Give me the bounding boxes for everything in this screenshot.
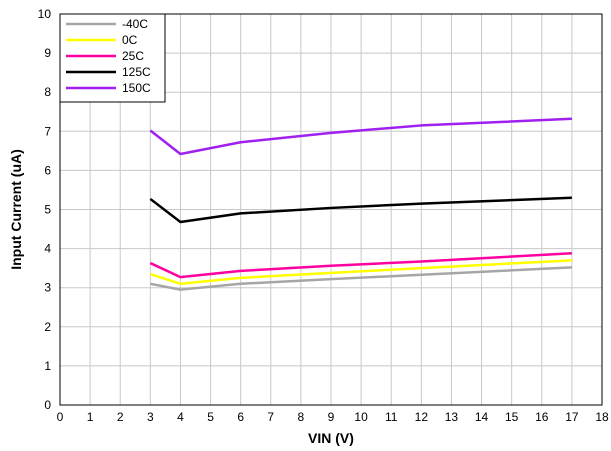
y-tick-label: 10: [38, 7, 52, 21]
x-tick-label: 5: [207, 410, 214, 424]
x-tick-label: 2: [117, 410, 124, 424]
y-tick-label: 7: [44, 124, 51, 138]
x-tick-label: 16: [535, 410, 549, 424]
y-tick-labels: 0 1 2 3 4 5 6 7 8 9 10: [38, 7, 52, 412]
x-tick-label: 7: [267, 410, 274, 424]
y-tick-label: 4: [44, 242, 51, 256]
legend-label: 150C: [122, 81, 151, 95]
legend-label: -40C: [122, 17, 148, 31]
legend: -40C 0C 25C 125C 150C: [59, 13, 166, 103]
series-line-0C: [149, 259, 572, 286]
plot-frame: [59, 13, 603, 406]
legend-label: 0C: [122, 33, 138, 47]
x-tick-label: 0: [57, 410, 64, 424]
series-line-125C: [149, 196, 572, 224]
series-line-150C: [149, 117, 572, 156]
x-tick-labels: 0 1 2 3 4 5 6 7 8 9 10 11 12 13 14 15 16 17 18: [57, 410, 609, 424]
y-tick-label: 1: [44, 359, 51, 373]
y-tick-label: 5: [44, 203, 51, 217]
y-tick-label: 3: [44, 281, 51, 295]
x-tick-label: 13: [445, 410, 459, 424]
legend-label: 25C: [122, 49, 144, 63]
y-tick-label: 0: [44, 398, 51, 412]
legend-label: 125C: [122, 65, 151, 79]
x-tick-label: 15: [505, 410, 519, 424]
y-tick-label: 9: [44, 46, 51, 60]
x-axis-label: VIN (V): [308, 430, 354, 446]
x-tick-label: 1: [87, 410, 94, 424]
x-tick-label: 12: [415, 410, 429, 424]
x-tick-label: 3: [147, 410, 154, 424]
x-tick-label: 9: [328, 410, 335, 424]
x-tick-label: 17: [565, 410, 579, 424]
series-line--40C: [150, 266, 572, 291]
x-tick-label: 11: [385, 410, 398, 424]
x-tick-label: 18: [595, 410, 609, 424]
y-tick-label: 6: [44, 163, 51, 177]
series-line-25C: [149, 252, 572, 279]
x-tick-label: 14: [475, 410, 489, 424]
series-lines: [149, 117, 572, 291]
x-tick-label: 10: [354, 410, 368, 424]
y-axis-label: Input Current (uA): [8, 149, 24, 270]
grid: [59, 13, 603, 406]
x-tick-label: 8: [298, 410, 305, 424]
x-tick-label: 6: [237, 410, 244, 424]
y-tick-label: 2: [44, 320, 51, 334]
y-tick-label: 8: [44, 85, 51, 99]
x-tick-label: 4: [177, 410, 184, 424]
